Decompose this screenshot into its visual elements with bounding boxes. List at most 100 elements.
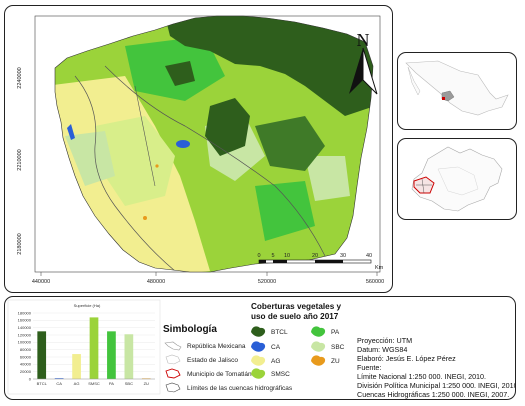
coberturas-title: Coberturas vegetales y — [251, 302, 342, 311]
simbologia-title: Simbología — [163, 324, 217, 335]
cuenca-boundary — [104, 65, 326, 257]
tomatlan-marker — [442, 97, 445, 100]
sbc-area-west — [65, 131, 115, 186]
chart-x-tick-label: ZU — [144, 381, 149, 386]
chart-y-tick-label: 160000 — [18, 318, 32, 323]
chart-bar-btcl — [37, 331, 47, 379]
chart-x-tick-label: AG — [74, 381, 80, 386]
x-tick-label: 480000 — [147, 279, 165, 285]
x-axis-ticks: 440000 480000 520000 560000 — [32, 272, 384, 285]
cobertura-swatch-pa — [311, 326, 326, 337]
mexico-outline — [405, 60, 509, 116]
municipio-shape-icon — [165, 368, 181, 379]
meta-source-2: División Política Municipal 1:250 000. I… — [357, 381, 515, 390]
chart-x-tick-label: BTCL — [37, 381, 48, 386]
meta-source-1: Límite Nacional 1:250 000. INEGI, 2010. — [357, 372, 486, 381]
cobertura-swatch-btcl — [251, 326, 266, 337]
btcl-area-center — [205, 98, 250, 156]
cobertura-label-ag: AG — [271, 358, 280, 365]
jalisco-outline — [411, 146, 503, 212]
coberturas-legend: Coberturas vegetales y uso de suelo año … — [251, 302, 345, 379]
y-tick-label: 2210000 — [17, 149, 23, 170]
legend-panel: Superficie (Ha) 0 20000 40000 60000 80000 100… — [4, 296, 516, 400]
scale-label: 30 — [340, 253, 346, 259]
btcl-area-east — [255, 116, 325, 171]
cuencas-shape-icon — [165, 382, 181, 393]
jalisco-shape-icon — [165, 354, 181, 365]
meta-projection: Proyección: UTM — [357, 336, 412, 345]
sbc-area-east — [305, 156, 350, 201]
simbologia-legend: Simbología República Mexicana Estado de … — [163, 324, 293, 393]
chart-y-tick-label: 20000 — [20, 369, 32, 374]
scale-label: 20 — [312, 253, 318, 259]
meta-datum: Datum: WGS84 — [357, 345, 407, 354]
inset-mexico-frame — [397, 52, 517, 130]
mexico-locator-map — [405, 60, 509, 116]
chart-bar-ag — [72, 354, 81, 379]
scale-label: 0 — [257, 253, 260, 259]
ag-mixed-area — [95, 116, 175, 206]
coastal-lagoon — [67, 124, 75, 140]
chart-y-tick-label: 40000 — [20, 362, 32, 367]
cobertura-label-ca: CA — [271, 344, 281, 351]
cobertura-label-zu: ZU — [331, 358, 340, 365]
cobertura-swatch-smsc — [251, 368, 266, 379]
chart-x-axis: BTCL CA AG SMSC PA SBC ZU — [33, 378, 155, 386]
chart-bar-pa — [107, 331, 116, 379]
municipio-outline — [54, 15, 374, 273]
meta-author: Elaboró: Jesús E. López Pérez — [357, 354, 456, 363]
map-metadata: Proyección: UTM Datum: WGS84 Elaboró: Je… — [357, 336, 515, 399]
legend-municipio-label: Municipio de Tomatlán — [187, 371, 252, 378]
coberturas-items: BTCL PA CA SBC AG ZU SMSC — [251, 326, 345, 379]
cobertura-swatch-sbc — [311, 341, 326, 352]
chart-title: Superficie (Ha) — [74, 303, 101, 308]
btcl-area-north — [165, 16, 373, 116]
cobertura-label-pa: PA — [331, 329, 340, 336]
mexico-shape-icon — [164, 341, 182, 351]
legend-cuencas-label: Límites de las cuencas hidrográficas — [187, 385, 293, 392]
scale-label: 40 — [366, 253, 372, 259]
btcl-patch — [165, 61, 195, 86]
chart-x-tick-label: SBC — [125, 381, 133, 386]
superficie-bar-chart: Superficie (Ha) 0 20000 40000 60000 80000 100… — [7, 299, 161, 395]
north-arrow-icon: N — [349, 30, 378, 95]
scale-unit: Km — [375, 265, 384, 271]
scale-bar: 0 5 10 20 30 40 Km — [257, 253, 383, 271]
chart-x-tick-label: CA — [56, 381, 62, 386]
meta-source-3: Cuencas Hidrográficas 1:250 000. INEGI, … — [357, 390, 509, 399]
cobertura-label-sbc: SBC — [331, 344, 345, 351]
cobertura-swatch-ag — [251, 355, 266, 366]
chart-x-tick-label: PA — [109, 381, 114, 386]
scale-label: 10 — [284, 253, 290, 259]
chart-y-tick-label: 80000 — [20, 347, 32, 352]
legend-canvas: Superficie (Ha) 0 20000 40000 60000 80000 100… — [7, 299, 515, 399]
jalisco-locator-map — [411, 146, 503, 212]
y-tick-label: 2180000 — [17, 233, 23, 254]
main-map: 440000 480000 520000 560000 2240000 2210… — [17, 15, 384, 285]
x-tick-label: 440000 — [32, 279, 50, 285]
chart-y-tick-label: 60000 — [20, 354, 32, 359]
land-cover-map — [55, 16, 373, 272]
coberturas-subtitle: uso de suelo año 2017 — [251, 312, 339, 321]
legend-republica-label: República Mexicana — [187, 343, 246, 350]
chart-y-tick-label: 0 — [29, 376, 32, 381]
meta-source-label: Fuente: — [357, 363, 381, 372]
chart-y-tick-label: 100000 — [18, 340, 32, 345]
chart-bar-ca — [54, 378, 64, 379]
y-tick-label: 2240000 — [17, 67, 23, 88]
reservoir — [176, 140, 190, 148]
urban-zone — [155, 164, 159, 168]
urban-zone — [143, 216, 147, 220]
cuenca-lines — [416, 178, 432, 194]
x-tick-label: 520000 — [258, 279, 276, 285]
y-axis-ticks: 2240000 2210000 2180000 — [17, 67, 23, 254]
cobertura-swatch-zu — [311, 355, 326, 366]
cuenca-boundary — [134, 85, 156, 187]
municipal-lines — [437, 166, 479, 196]
chart-x-tick-label: SMSC — [88, 381, 100, 386]
cuenca-boundary — [74, 75, 176, 272]
chart-y-tick-label: 140000 — [18, 325, 32, 330]
cobertura-label-btcl: BTCL — [271, 329, 288, 336]
baja-california-outline — [407, 66, 421, 96]
chart-y-tick-label: 120000 — [18, 332, 32, 337]
